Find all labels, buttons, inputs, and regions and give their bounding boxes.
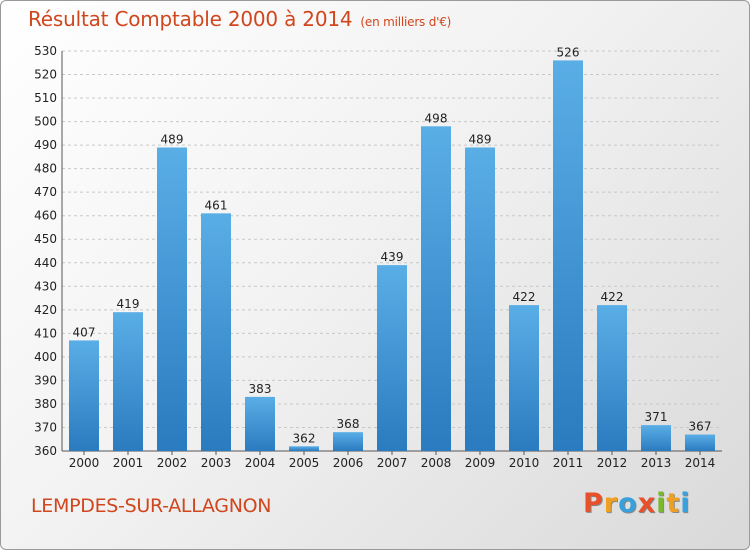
data-label: 489 (469, 132, 492, 146)
bar-2008 (421, 126, 451, 451)
chart-subtitle: (en milliers d'€) (360, 15, 452, 29)
data-label: 362 (293, 431, 316, 445)
data-label: 383 (249, 382, 272, 396)
x-tick-label: 2006 (333, 456, 364, 470)
data-label: 367 (689, 420, 712, 434)
logo-letter: t (666, 488, 681, 519)
y-tick-label: 400 (34, 350, 57, 364)
y-tick-label: 480 (34, 162, 57, 176)
bar-2014 (685, 434, 715, 451)
bar-2006 (333, 432, 363, 451)
data-label: 439 (381, 250, 404, 264)
data-labels: 407 419 489 461 383 362 368 439 498 489 422 526 422 3… (73, 45, 712, 445)
data-label: 498 (425, 111, 448, 125)
y-tick-label: 380 (34, 397, 57, 411)
y-tick-label: 490 (34, 138, 57, 152)
bar-2001 (113, 312, 143, 451)
y-tick-label: 370 (34, 420, 57, 434)
x-tick-label: 2009 (465, 456, 496, 470)
logo-letter: P (583, 488, 604, 519)
x-tick-labels: 2000 2001 2002 2003 2004 2005 2006 2007 2008 2009… (69, 451, 716, 470)
chart-title-text: Résultat Comptable 2000 à 2014 (28, 7, 353, 31)
logo-letter: i (656, 488, 667, 519)
x-tick-label: 2008 (421, 456, 452, 470)
y-tick-label: 430 (34, 279, 57, 293)
proxiti-logo: Proxiti (583, 488, 691, 519)
y-tick-label: 390 (34, 373, 57, 387)
x-tick-label: 2014 (685, 456, 716, 470)
x-tick-label: 2007 (377, 456, 408, 470)
x-tick-label: 2000 (69, 456, 100, 470)
y-tick-label: 500 (34, 115, 57, 129)
x-tick-label: 2013 (641, 456, 672, 470)
bars (69, 60, 715, 451)
bar-2000 (69, 340, 99, 451)
y-tick-labels: 360 370 380 390 400 410 420 430 440 450 460 470 480 4… (34, 44, 57, 458)
x-tick-label: 2002 (157, 456, 188, 470)
bar-2012 (597, 305, 627, 451)
x-tick-label: 2012 (597, 456, 628, 470)
y-tick-label: 420 (34, 303, 57, 317)
data-label: 461 (205, 198, 228, 212)
logo-letter: x (637, 488, 657, 519)
y-tick-label: 510 (34, 91, 57, 105)
data-label: 526 (557, 45, 580, 59)
data-label: 422 (513, 290, 536, 304)
y-tick-label: 530 (34, 44, 57, 58)
y-tick-label: 520 (34, 68, 57, 82)
y-tick-label: 450 (34, 232, 57, 246)
bar-2002 (157, 147, 187, 451)
bar-2009 (465, 147, 495, 451)
data-label: 422 (601, 290, 624, 304)
bar-2013 (641, 425, 671, 451)
bar-2007 (377, 265, 407, 451)
bar-2004 (245, 396, 275, 451)
y-tick-label: 360 (34, 444, 57, 458)
y-tick-label: 410 (34, 326, 57, 340)
y-tick-label: 470 (34, 185, 57, 199)
x-tick-label: 2010 (509, 456, 540, 470)
logo-letter: i (680, 488, 691, 519)
bar-2005 (289, 446, 319, 451)
data-label: 368 (337, 417, 360, 431)
commune-name: LEMPDES-SUR-ALLAGNON (31, 495, 272, 517)
data-label: 489 (161, 132, 184, 146)
logo-letter: o (618, 488, 638, 519)
x-tick-label: 2003 (201, 456, 232, 470)
logo-letter: r (603, 488, 619, 519)
chart-title: Résultat Comptable 2000 à 2014 (en millie… (28, 7, 451, 31)
x-tick-label: 2004 (245, 456, 276, 470)
y-tick-label: 440 (34, 256, 57, 270)
data-label: 419 (117, 297, 140, 311)
x-tick-label: 2005 (289, 456, 320, 470)
x-tick-label: 2011 (553, 456, 584, 470)
x-tick-label: 2001 (113, 456, 144, 470)
data-label: 371 (645, 410, 668, 424)
bar-2003 (201, 213, 231, 451)
bar-2010 (509, 305, 539, 451)
data-label: 407 (73, 325, 96, 339)
bar-2011 (553, 60, 583, 451)
y-tick-label: 460 (34, 209, 57, 223)
